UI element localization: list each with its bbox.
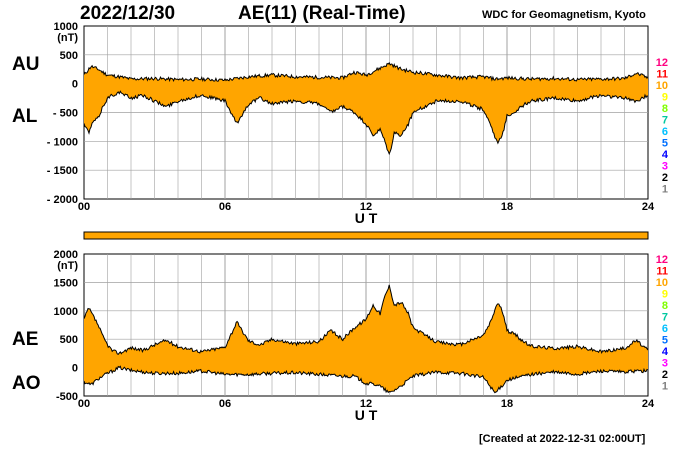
series-line-ae [83,284,649,356]
station-count-label: 4 [662,346,669,358]
station-count-label: 1 [662,381,668,393]
station-count-label: 10 [656,277,668,289]
y-tick-label: - 1000 [47,136,78,148]
station-count-label: 5 [662,335,668,347]
station-count-label: 11 [656,69,668,81]
series-label: AO [12,373,41,394]
station-count-label: 8 [662,103,668,115]
area-fill [84,62,648,154]
x-tick-label: 18 [501,398,513,410]
x-tick-label: 06 [219,398,231,410]
y-tick-label: 1000 [54,21,78,33]
y-tick-label: 0 [72,79,78,91]
x-tick-label: 12 [360,398,372,410]
y-tick-label: 1000 [54,306,78,318]
created-timestamp: [Created at 2022-12-31 02:00UT] [479,433,646,445]
y-tick-label: 500 [60,334,78,346]
x-axis-label: U T [355,407,378,423]
x-tick-label: 18 [501,201,513,213]
station-count-label: 4 [662,149,669,161]
station-count-label: 2 [662,369,668,381]
station-count-label: 10 [656,80,668,92]
series-label: AL [12,106,38,127]
station-count-label: 5 [662,138,668,150]
organization-label: WDC for Geomagnetism, Kyoto [482,9,646,21]
y-tick-label: 500 [60,50,78,62]
station-count-label: 9 [662,92,668,104]
series-line-ao [83,365,649,394]
station-count-label: 3 [662,161,668,173]
x-tick-label: 24 [642,398,655,410]
area-fill [84,284,648,393]
unit-label: (nT) [57,260,78,272]
station-count-label: 8 [662,300,668,312]
unit-label: (nT) [57,32,78,44]
y-tick-label: -500 [56,391,78,403]
station-status-bar [83,231,649,240]
x-tick-label: 12 [360,201,372,213]
station-count-label: 12 [656,254,668,266]
series-line-au [83,62,649,83]
x-tick-label: 06 [219,201,231,213]
station-count-label: 7 [662,115,668,127]
station-count-label: 11 [656,266,668,278]
station-count-label: 1 [662,184,668,196]
y-tick-label: 1500 [54,277,78,289]
y-tick-label: - 500 [53,108,78,120]
x-tick-label: 00 [78,201,90,213]
y-tick-label: 2000 [54,249,78,261]
chart-title: AE(11) (Real-Time) [238,3,406,24]
station-count-label: 12 [656,57,668,69]
y-tick-label: - 2000 [47,194,78,206]
date-label: 2022/12/30 [80,3,176,24]
station-count-label: 6 [662,126,668,138]
series-line-al [83,90,649,156]
y-tick-label: - 1500 [47,165,78,177]
x-tick-label: 00 [78,398,90,410]
station-count-label: 6 [662,323,668,335]
series-label: AU [12,54,39,75]
x-axis-label: U T [355,210,378,226]
series-label: AE [12,329,38,350]
y-tick-label: 0 [72,363,78,375]
station-count-label: 7 [662,312,668,324]
station-count-label: 3 [662,358,668,370]
station-count-label: 2 [662,172,668,184]
station-count-label: 9 [662,289,668,301]
x-tick-label: 24 [642,201,655,213]
